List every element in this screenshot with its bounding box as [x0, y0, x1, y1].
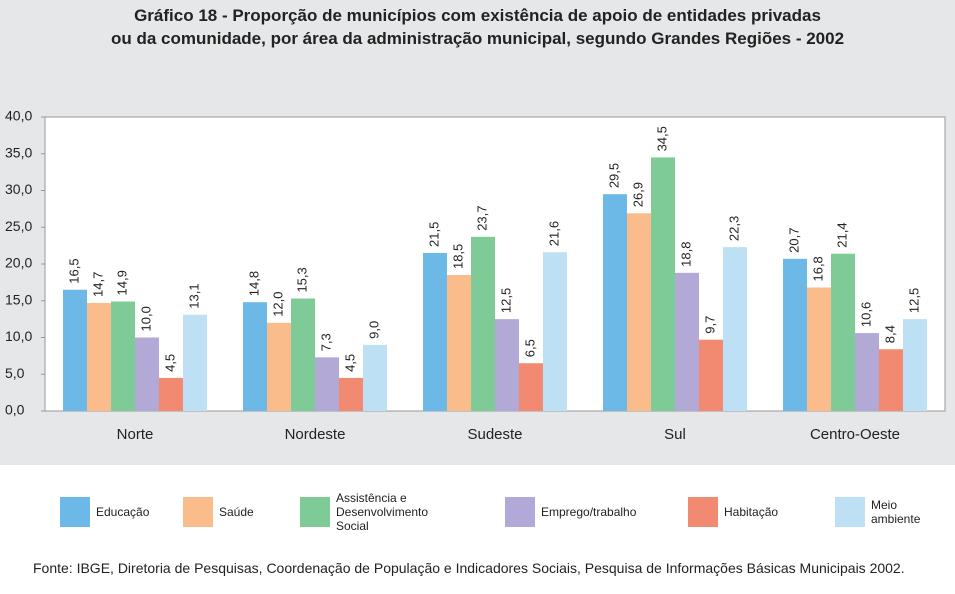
value-label: 29,5 — [606, 163, 621, 188]
bar — [363, 344, 387, 411]
legend-item: Habitação — [688, 497, 778, 527]
legend-label: Assistência e Desenvolvimento Social — [336, 491, 429, 533]
value-label: 34,5 — [654, 126, 669, 151]
bar — [471, 236, 495, 411]
value-label: 13,1 — [186, 283, 201, 308]
value-label: 22,3 — [726, 216, 741, 241]
bar — [519, 363, 543, 411]
legend-item: Assistência e Desenvolvimento Social — [300, 491, 446, 533]
value-label: 14,9 — [114, 270, 129, 295]
x-tick-label: Norte — [117, 426, 154, 443]
y-tick-label: 10,0 — [5, 328, 32, 344]
y-tick-label: 15,0 — [5, 291, 32, 307]
legend-swatch — [183, 497, 213, 527]
bar — [315, 357, 339, 411]
bar — [183, 314, 207, 411]
value-label: 14,7 — [90, 272, 105, 297]
y-tick-label: 0,0 — [5, 402, 25, 418]
legend-item: Educação — [60, 497, 149, 527]
value-label: 4,5 — [342, 354, 357, 372]
value-label: 16,8 — [810, 256, 825, 281]
legend-swatch — [60, 497, 90, 527]
value-label: 21,6 — [546, 221, 561, 246]
value-label: 15,3 — [294, 267, 309, 292]
value-label: 4,5 — [162, 354, 177, 372]
x-tick-label: Nordeste — [285, 426, 346, 443]
bar — [243, 302, 267, 411]
legend-label: Educação — [96, 505, 150, 519]
y-tick-label: 5,0 — [5, 365, 25, 381]
bar — [699, 339, 723, 411]
bar — [651, 157, 675, 411]
value-label: 26,9 — [630, 182, 645, 207]
value-label: 16,5 — [66, 258, 81, 283]
value-label: 7,3 — [318, 333, 333, 351]
x-tick-label: Centro-Oeste — [810, 426, 900, 443]
bar — [159, 377, 183, 411]
y-tick-label: 40,0 — [5, 108, 32, 124]
value-label: 21,5 — [426, 222, 441, 247]
bar — [903, 319, 927, 411]
bar — [135, 337, 159, 411]
legend-swatch — [835, 497, 865, 527]
value-label: 14,8 — [246, 271, 261, 296]
bar — [855, 333, 879, 411]
value-label: 21,4 — [834, 222, 849, 247]
bar — [783, 258, 807, 411]
value-label: 18,5 — [450, 244, 465, 269]
value-label: 20,7 — [786, 228, 801, 253]
bar — [831, 253, 855, 411]
bar — [447, 275, 471, 411]
y-tick-label: 35,0 — [5, 144, 32, 160]
legend-item: Meio ambiente — [835, 497, 926, 527]
value-label: 9,0 — [366, 321, 381, 339]
value-label: 10,6 — [858, 302, 873, 327]
chart: 0,0 5,0 10,0 15,0 20,0 25,0 30,0 35,0 40,0 Norte 1… — [5, 108, 946, 443]
value-label: 12,0 — [270, 291, 285, 316]
x-tick-label: Sudeste — [467, 426, 522, 443]
y-tick-label: 25,0 — [5, 218, 32, 234]
bar — [339, 377, 363, 411]
bar — [675, 272, 699, 411]
value-label: 23,7 — [474, 205, 489, 230]
bar — [63, 289, 87, 411]
bar — [291, 298, 315, 411]
bar — [603, 194, 627, 411]
value-label: 12,5 — [906, 288, 921, 313]
chart-title: Gráfico 18 - Proporção de municípios com… — [134, 6, 821, 25]
legend-swatch — [505, 497, 535, 527]
legend-label: Meio ambiente — [871, 498, 921, 526]
value-label: 10,0 — [138, 306, 153, 331]
legend-item: Saúde — [183, 497, 254, 527]
bar — [267, 322, 291, 411]
bar — [627, 213, 651, 411]
bar — [879, 349, 903, 411]
bar — [423, 252, 447, 411]
x-tick-label: Sul — [664, 426, 686, 443]
value-label: 18,8 — [678, 242, 693, 267]
y-tick-label: 20,0 — [5, 255, 32, 271]
bar — [111, 301, 135, 411]
y-tick-label: 30,0 — [5, 181, 32, 197]
bar — [723, 247, 747, 411]
value-label: 12,5 — [498, 288, 513, 313]
chart-title: ou da comunidade, por área da administra… — [110, 29, 845, 48]
value-label: 9,7 — [702, 316, 717, 334]
value-label: 8,4 — [882, 325, 897, 343]
bar — [543, 252, 567, 411]
legend-swatch — [300, 497, 330, 527]
legend-label: Saúde — [219, 505, 254, 519]
legend-item: Emprego/trabalho — [505, 497, 636, 527]
bar — [495, 319, 519, 411]
legend-label: Emprego/trabalho — [541, 505, 637, 519]
legend-label: Habitação — [724, 505, 779, 519]
bar — [87, 302, 111, 411]
legend-swatch — [688, 497, 718, 527]
bar — [807, 287, 831, 411]
source: Fonte: IBGE, Diretoria de Pesquisas, Coo… — [33, 560, 905, 576]
value-label: 6,5 — [522, 339, 537, 357]
